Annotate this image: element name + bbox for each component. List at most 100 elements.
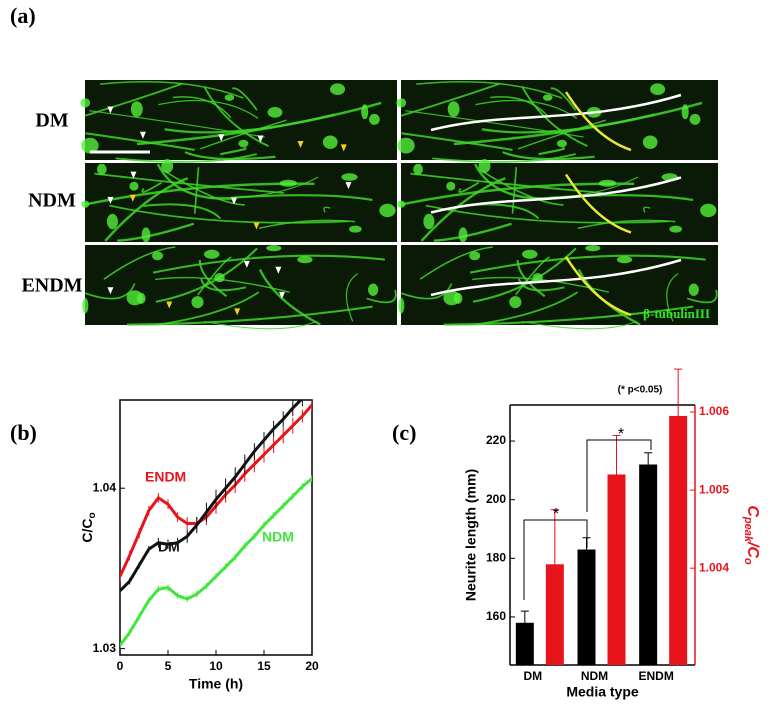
soma xyxy=(297,256,313,264)
soma xyxy=(322,135,338,149)
neurite xyxy=(152,254,385,274)
neurite xyxy=(345,273,359,322)
neurite xyxy=(184,151,276,161)
neurite xyxy=(126,305,373,326)
error-bar xyxy=(674,368,683,463)
y2-tick-label: 1.004 xyxy=(699,560,729,574)
soma xyxy=(447,101,460,117)
soma xyxy=(330,83,346,96)
panel-label: (c) xyxy=(392,420,416,445)
x-tick-label: 15 xyxy=(257,659,271,673)
y-tick-label: 180 xyxy=(486,550,506,564)
neurite xyxy=(416,81,563,99)
soma xyxy=(681,104,689,120)
soma xyxy=(96,163,107,175)
soma xyxy=(542,94,553,101)
arrow xyxy=(107,106,114,114)
neurite xyxy=(577,219,676,230)
arrow xyxy=(257,135,264,143)
y2-axis-label-part: C xyxy=(744,505,761,517)
y2-axis-label: Cpeak/Co xyxy=(742,505,761,565)
neurite xyxy=(482,170,564,206)
x-tick-label: 10 xyxy=(209,659,223,673)
soma xyxy=(368,113,380,125)
soma xyxy=(130,101,143,117)
x-tick-label: 20 xyxy=(305,659,319,673)
y-tick-label: 160 xyxy=(486,609,506,623)
neurite xyxy=(99,81,244,99)
neurite xyxy=(230,194,373,201)
soma xyxy=(368,283,379,296)
neurite xyxy=(666,273,679,322)
row-label: NDM xyxy=(28,190,76,212)
y-tick-label: 1.03 xyxy=(93,641,117,655)
trace xyxy=(564,91,632,152)
neurite xyxy=(84,283,136,300)
neurite xyxy=(203,86,269,147)
soma xyxy=(397,137,415,154)
soma xyxy=(616,256,633,264)
neurite xyxy=(401,132,513,151)
soma xyxy=(556,139,568,148)
soma xyxy=(700,203,717,218)
neurite xyxy=(419,246,493,280)
neurite xyxy=(258,219,356,230)
significance: * xyxy=(553,506,559,523)
y-tick-label: 220 xyxy=(486,433,506,447)
soma xyxy=(191,296,204,309)
soma xyxy=(642,135,658,149)
neurite xyxy=(164,113,336,134)
soma xyxy=(443,290,461,306)
panel-label: (a) xyxy=(10,3,36,28)
neurite xyxy=(538,147,566,156)
arrow xyxy=(340,144,347,152)
neurite xyxy=(209,176,319,199)
soma xyxy=(161,159,174,174)
x-tick-label: NDM xyxy=(581,669,608,683)
neurite xyxy=(517,278,565,292)
trace xyxy=(430,176,682,214)
neurite xyxy=(550,87,577,111)
soma xyxy=(126,290,144,306)
y-axis-label-main: C/C xyxy=(79,518,95,542)
neurite xyxy=(469,254,706,274)
soma xyxy=(689,113,701,125)
neurite xyxy=(85,132,195,151)
neurite xyxy=(443,305,694,326)
arrow xyxy=(130,171,137,179)
arrow xyxy=(231,197,238,205)
soma xyxy=(478,159,491,174)
soma xyxy=(141,227,151,243)
x-tick-label: 5 xyxy=(165,659,172,673)
neurite xyxy=(502,151,595,161)
neurite xyxy=(198,259,228,298)
y-tick-label: 1.04 xyxy=(93,480,117,494)
soma xyxy=(469,251,481,261)
soma xyxy=(522,249,538,259)
neurite xyxy=(258,268,321,326)
series-label: ENDM xyxy=(145,469,186,485)
soma xyxy=(106,213,118,230)
note: (* p<0.05) xyxy=(618,385,663,396)
arrow xyxy=(253,222,260,230)
neurite xyxy=(164,170,245,206)
panel-label: (b) xyxy=(10,420,37,445)
soma xyxy=(266,245,282,252)
neurite xyxy=(143,203,222,220)
soma xyxy=(379,203,396,218)
soma xyxy=(413,163,423,175)
row-label: ENDM xyxy=(21,275,82,297)
arrow xyxy=(234,308,241,316)
series-label: DM xyxy=(158,539,180,555)
neurite xyxy=(433,222,512,242)
neurite xyxy=(115,153,258,163)
soma xyxy=(349,225,362,233)
plot-area xyxy=(120,400,312,649)
neurite xyxy=(104,177,189,242)
soma xyxy=(688,283,699,296)
soma xyxy=(279,179,297,187)
trace xyxy=(430,93,682,132)
stain-label: β-tubulinIII xyxy=(643,306,710,321)
neurite xyxy=(197,256,232,296)
trace xyxy=(564,256,632,317)
